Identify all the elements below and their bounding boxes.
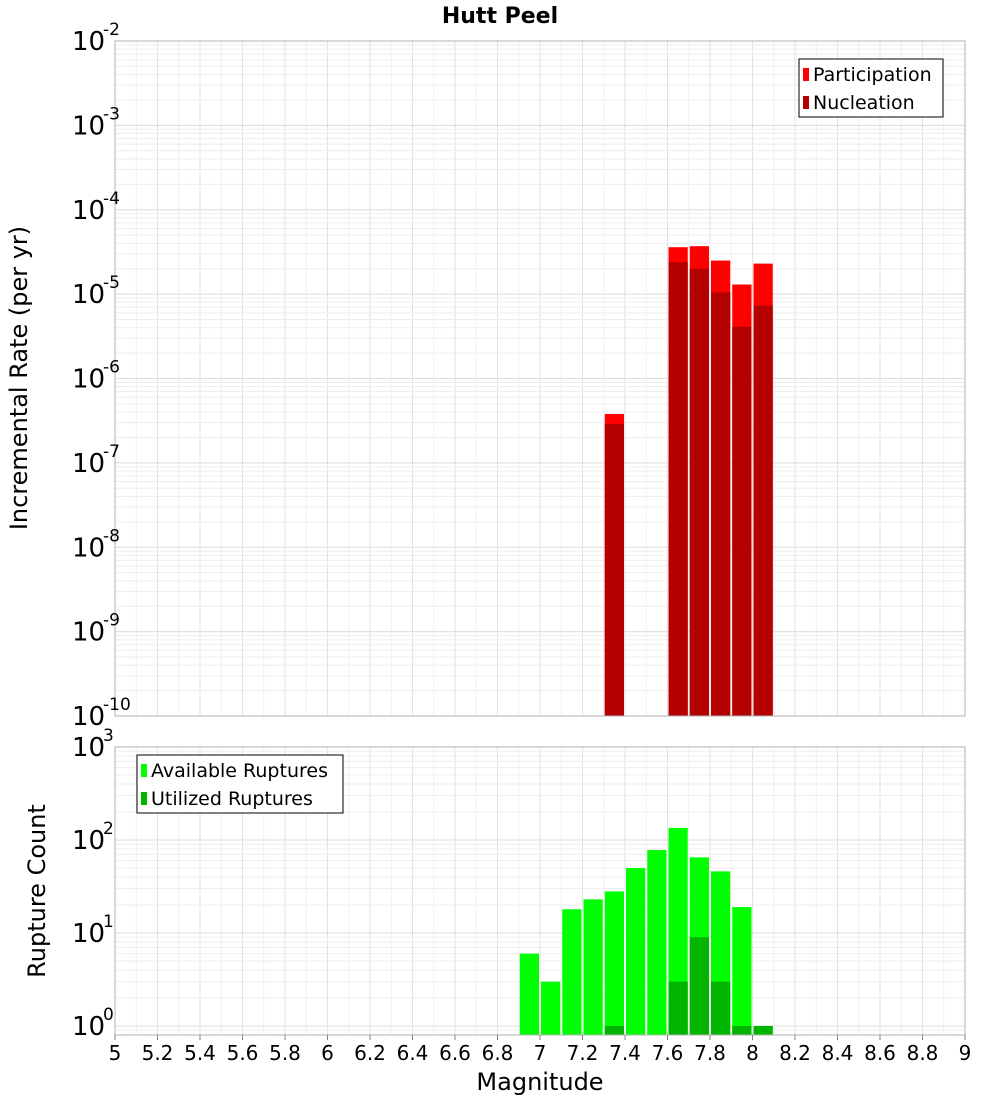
rate-y-tick-exponent: -10 (103, 695, 131, 715)
available-ruptures-bar (541, 981, 561, 1035)
rate-plot-border (114, 40, 966, 717)
rate-y-tick-label: 10 (72, 702, 105, 732)
x-tick-label: 8.2 (779, 1041, 811, 1065)
count-legend-entry: Utilized Ruptures (151, 788, 313, 810)
available-ruptures-bar (626, 867, 646, 1035)
rate-y-tick-label: 10 (72, 365, 105, 395)
count-legend: Available Ruptures Utilized Ruptures (136, 754, 344, 814)
nucleation-bar (753, 305, 773, 716)
available-ruptures-bar (732, 907, 752, 1035)
x-tick-label: 8.8 (907, 1041, 939, 1065)
rate-y-tick-exponent: -7 (103, 442, 120, 462)
rate-y-tick-label: 10 (72, 618, 105, 648)
x-tick-label: 5.8 (269, 1041, 301, 1065)
rate-legend-box (798, 58, 944, 118)
count-y-tick-exponent: 2 (103, 819, 114, 839)
x-tick-label: 6.2 (354, 1041, 386, 1065)
utilized-ruptures-bar (604, 1025, 624, 1035)
chart-title: Hutt Peel (442, 4, 558, 29)
rate-legend-entry: Participation (813, 64, 932, 86)
rate-legend-swatch (803, 68, 809, 81)
nucleation-bar (732, 326, 752, 716)
rate-y-tick-label: 10 (72, 111, 105, 141)
rate-legend-swatch (803, 96, 809, 109)
count-legend-swatch (141, 792, 147, 805)
rate-y-tick-exponent: -6 (103, 358, 120, 378)
x-tick-label: 7.2 (567, 1041, 599, 1065)
x-tick-label: 5.6 (227, 1041, 259, 1065)
rate-bars (604, 246, 773, 716)
rate-y-tick-label: 10 (72, 196, 105, 226)
available-ruptures-bar (583, 899, 603, 1035)
count-y-tick-exponent: 1 (103, 912, 114, 932)
x-tick-label: 7 (534, 1041, 547, 1065)
utilized-ruptures-bar (753, 1025, 773, 1035)
x-tick-label: 6.6 (439, 1041, 471, 1065)
count-bars (519, 827, 773, 1035)
nucleation-bar (711, 292, 731, 716)
x-tick-label: 7.6 (652, 1041, 684, 1065)
rate-y-tick-exponent: -3 (103, 104, 120, 124)
x-axis-ticks: 5 5.2 5.4 5.6 5.8 6 6.2 6.4 6.6 6.8 7 7.2 7.4 7.6 7.8 8… (109, 1035, 972, 1065)
count-legend-entry: Available Ruptures (151, 760, 328, 782)
nucleation-bar (668, 262, 688, 716)
x-tick-label: 8.4 (822, 1041, 854, 1065)
rate-y-tick-exponent: -5 (103, 273, 120, 293)
count-legend-swatch (141, 764, 147, 777)
rate-y-tick-label: 10 (72, 280, 105, 310)
x-tick-label: 7.8 (694, 1041, 726, 1065)
rate-y-tick-exponent: -8 (103, 526, 120, 546)
x-tick-label: 6 (321, 1041, 334, 1065)
rate-y-tick-label: 10 (72, 27, 105, 57)
x-tick-label: 6.8 (482, 1041, 514, 1065)
nucleation-bar (689, 268, 709, 716)
count-y-tick-exponent: 3 (103, 726, 114, 746)
utilized-ruptures-bar (668, 981, 688, 1035)
count-y-tick-label: 10 (72, 733, 105, 763)
x-tick-label: 7.4 (609, 1041, 641, 1065)
rate-legend: Participation Nucleation (798, 58, 944, 118)
x-tick-label: 9 (959, 1041, 972, 1065)
rate-legend-entry: Nucleation (813, 92, 915, 114)
rate-y-tick-exponent: -2 (103, 20, 120, 40)
count-y-tick-exponent: 0 (103, 1005, 114, 1025)
utilized-ruptures-bar (732, 1025, 752, 1035)
x-tick-label: 8 (746, 1041, 759, 1065)
x-tick-label: 5 (109, 1041, 122, 1065)
utilized-ruptures-bar (711, 981, 731, 1035)
count-legend-box (136, 754, 344, 814)
x-tick-label: 6.4 (397, 1041, 429, 1065)
utilized-ruptures-bar (689, 937, 709, 1035)
available-ruptures-bar (604, 891, 624, 1035)
available-ruptures-bar (562, 909, 582, 1035)
available-ruptures-bar (647, 850, 667, 1035)
x-tick-label: 5.2 (142, 1041, 174, 1065)
rate-grid (115, 41, 966, 716)
rate-y-tick-exponent: -4 (103, 189, 120, 209)
rate-y-axis-label: Incremental Rate (per yr) (5, 226, 33, 530)
count-y-tick-label: 10 (72, 919, 105, 949)
x-tick-label: 5.4 (184, 1041, 216, 1065)
rate-y-tick-exponent: -9 (103, 611, 120, 631)
count-y-tick-label: 10 (72, 1012, 105, 1042)
rate-y-tick-label: 10 (72, 449, 105, 479)
x-tick-label: 8.6 (864, 1041, 896, 1065)
rate-y-tick-label: 10 (72, 533, 105, 563)
available-ruptures-bar (519, 953, 539, 1035)
count-y-tick-label: 10 (72, 826, 105, 856)
nucleation-bar (604, 423, 624, 716)
count-y-axis-label: Rupture Count (23, 804, 51, 978)
x-axis-label: Magnitude (476, 1068, 603, 1096)
